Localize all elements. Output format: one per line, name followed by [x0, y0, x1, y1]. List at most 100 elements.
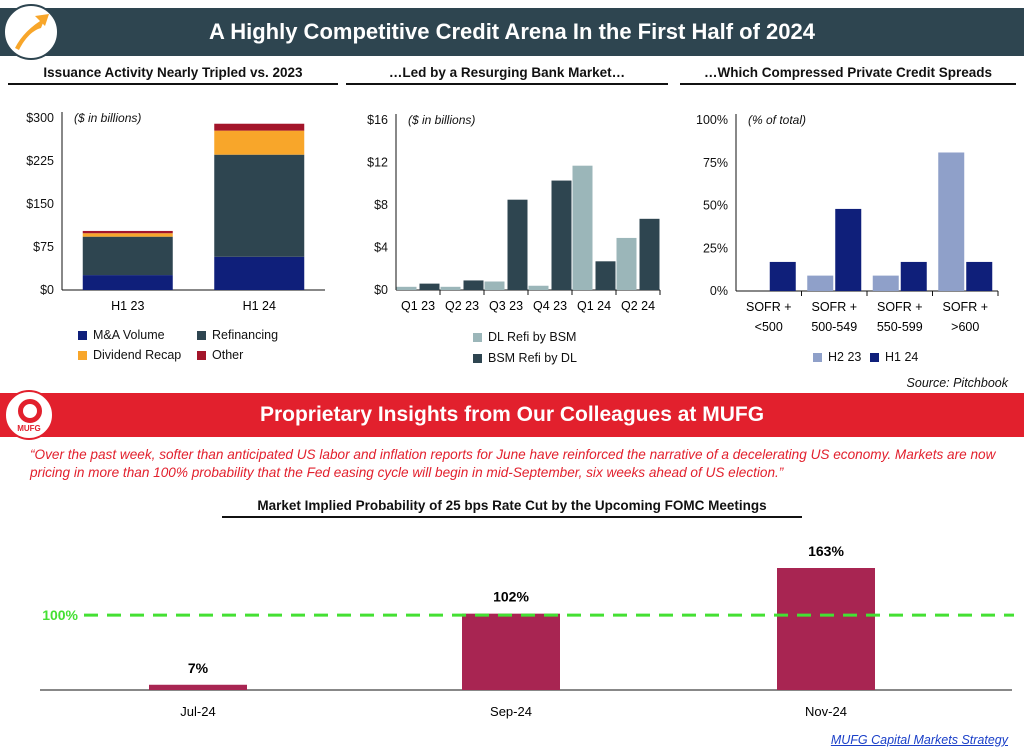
bar-segment — [214, 154, 305, 257]
value-label: 7% — [188, 660, 209, 676]
x-tick-label: H1 23 — [111, 299, 144, 313]
legend-item-refinancing: Refinancing — [197, 328, 278, 342]
y-tick-label: $150 — [26, 197, 54, 211]
bar — [900, 261, 927, 291]
x-tick-label: Jul-24 — [180, 704, 215, 719]
bar — [551, 180, 572, 290]
fomc-chart: 7% Jul-24 102% Sep-24 163% Nov-24 100% — [40, 543, 1014, 719]
source-note: Source: Pitchbook — [906, 376, 1008, 390]
bar — [835, 208, 862, 291]
bar-segment — [214, 256, 305, 290]
page-title: A Highly Competitive Credit Arena In the… — [209, 19, 815, 44]
x-tick-label: <500 — [755, 320, 783, 334]
legend-label: Dividend Recap — [93, 348, 182, 362]
issuance-chart: $0 $75 $150 $225 $300 ($ in billions) H1 23 H1 … — [26, 111, 325, 313]
legend-label: Other — [212, 348, 244, 362]
y-tick-label: 50% — [703, 199, 728, 213]
mufg-logo: MUFG — [4, 390, 54, 440]
x-tick-label: Q1 23 — [401, 299, 435, 313]
footer-link[interactable]: MUFG Capital Markets Strategy — [830, 733, 1008, 747]
x-tick-label: 550-599 — [877, 320, 923, 334]
legend-swatch — [870, 352, 879, 362]
x-tick-label: >600 — [951, 320, 979, 334]
bar — [807, 275, 834, 291]
bar — [507, 199, 528, 290]
legend-item-dividend-recap: Dividend Recap — [78, 348, 181, 362]
legend-swatch — [473, 332, 482, 342]
x-tick-label: Q2 23 — [445, 299, 479, 313]
insight-quote: “Over the past week, softer than anticip… — [30, 447, 996, 480]
y-tick-label: $16 — [367, 113, 388, 127]
x-tick-label: Q4 23 — [533, 299, 567, 313]
bar — [777, 568, 875, 690]
legend-label: Refinancing — [212, 328, 279, 342]
y-tick-label: $4 — [374, 241, 388, 255]
unit-note: ($ in billions) — [408, 113, 475, 127]
legend-item-h1-24: H1 24 — [870, 350, 918, 364]
y-tick-label: $300 — [26, 111, 54, 125]
top-banner: A Highly Competitive Credit Arena In the… — [0, 8, 1024, 56]
legend-label: M&A Volume — [93, 328, 165, 342]
x-tick-label: SOFR + — [746, 300, 792, 314]
company-logo — [3, 4, 59, 60]
x-tick-label: Q3 23 — [489, 299, 523, 313]
value-label: 102% — [493, 589, 529, 605]
legend-swatch — [197, 350, 206, 360]
bar — [463, 280, 484, 290]
x-tick-label: SOFR + — [943, 300, 989, 314]
bar-segment — [82, 236, 173, 276]
chart2-title: …Led by a Resurging Bank Market… — [346, 65, 668, 85]
bar-segment — [214, 130, 305, 155]
legend-swatch — [813, 352, 822, 362]
y-tick-label: $0 — [40, 283, 54, 297]
bar — [966, 261, 993, 291]
bar — [938, 152, 965, 291]
bar — [440, 286, 461, 290]
bar — [419, 283, 440, 290]
mufg-logo-text: MUFG — [17, 424, 41, 433]
bar-segment — [82, 275, 173, 290]
bar — [639, 218, 660, 290]
bar — [396, 286, 417, 290]
unit-note: ($ in billions) — [74, 111, 141, 125]
spreads-chart: 0% 25% 50% 75% 100% (% of total) SOFR + <500 SOF… — [696, 113, 999, 334]
legend-swatch — [78, 350, 87, 360]
legend-swatch — [78, 330, 87, 340]
x-tick-label: SOFR + — [877, 300, 923, 314]
y-tick-label: 75% — [703, 156, 728, 170]
bar — [572, 165, 593, 290]
bar — [616, 237, 637, 290]
y-tick-label: 25% — [703, 241, 728, 255]
legend-label: BSM Refi by DL — [488, 351, 577, 365]
legend-item-h2-23: H2 23 — [813, 350, 861, 364]
x-tick-label: H1 24 — [243, 299, 276, 313]
bank-market-chart: $0 $4 $8 $12 $16 ($ in billions) Q1 23 Q2 23 Q3 … — [367, 113, 661, 313]
bar-segment — [214, 123, 305, 131]
legend-label: H2 23 — [828, 350, 862, 364]
y-tick-label: $225 — [26, 154, 54, 168]
chart3-title: …Which Compressed Private Credit Spreads — [680, 65, 1016, 85]
legend-item-ma-volume: M&A Volume — [78, 328, 165, 342]
x-tick-label: Q2 24 — [621, 299, 655, 313]
bar-segment — [82, 230, 173, 234]
x-tick-label: Nov-24 — [805, 704, 847, 719]
x-tick-label: Q1 24 — [577, 299, 611, 313]
y-tick-label: $0 — [374, 283, 388, 297]
bar — [595, 261, 616, 290]
legend-item-other: Other — [197, 348, 243, 362]
bar — [769, 261, 796, 291]
bar — [528, 285, 549, 290]
chart4-title: Market Implied Probability of 25 bps Rat… — [222, 498, 802, 518]
bar — [484, 281, 505, 290]
x-tick-label: 500-549 — [811, 320, 857, 334]
x-tick-label: SOFR + — [812, 300, 858, 314]
bar-segment — [82, 233, 173, 237]
legend-swatch — [473, 353, 482, 363]
threshold-label: 100% — [42, 607, 78, 623]
y-tick-label: 100% — [696, 113, 728, 127]
bar — [462, 613, 560, 690]
y-tick-label: 0% — [710, 284, 728, 298]
bar — [872, 275, 899, 291]
chart1-title: Issuance Activity Nearly Tripled vs. 202… — [8, 65, 338, 85]
y-tick-label: $75 — [33, 240, 54, 254]
